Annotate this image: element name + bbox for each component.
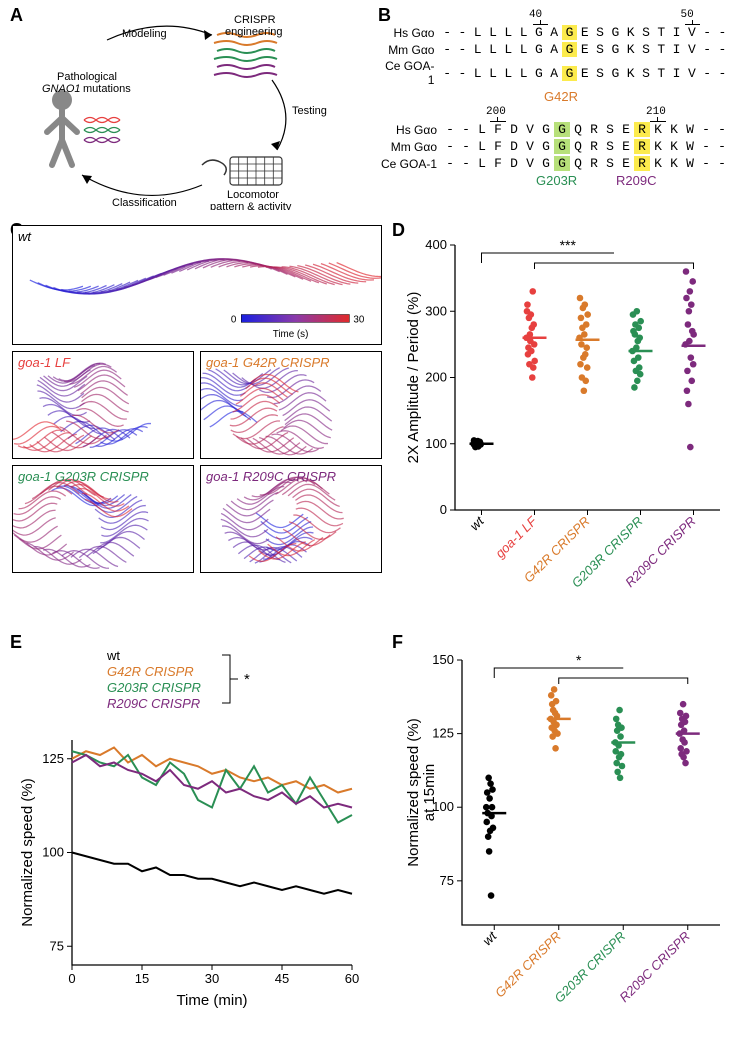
trace-wt: wt 0 30 Time (s) <box>12 225 382 345</box>
svg-text:60: 60 <box>345 971 359 986</box>
svg-text:GNAO1: GNAO1 <box>42 83 81 95</box>
svg-text:125: 125 <box>432 726 454 741</box>
svg-text:75: 75 <box>50 938 64 953</box>
svg-text:45: 45 <box>275 971 289 986</box>
panel-f-scatter: 75100125150Normalized speed (%)at 15minw… <box>400 640 730 1020</box>
svg-text:100: 100 <box>42 845 64 860</box>
svg-text:pattern & activity: pattern & activity <box>210 201 292 210</box>
svg-text:engineering: engineering <box>225 26 283 38</box>
svg-text:0: 0 <box>440 502 447 517</box>
svg-text:Time (s): Time (s) <box>273 329 309 340</box>
svg-text:30: 30 <box>353 314 364 325</box>
svg-text:125: 125 <box>42 751 64 766</box>
svg-text:0: 0 <box>68 971 75 986</box>
svg-text:300: 300 <box>425 303 447 318</box>
svg-text:mutations: mutations <box>83 83 131 95</box>
svg-text:15: 15 <box>135 971 149 986</box>
svg-text:wt: wt <box>480 928 501 949</box>
svg-text:Time (min): Time (min) <box>176 992 247 1009</box>
svg-text:30: 30 <box>205 971 219 986</box>
panel-d-scatter: 0 100 200 300 400 2X Amplitude / Period (%) wt… <box>400 225 730 605</box>
svg-text:Modeling: Modeling <box>122 28 167 40</box>
svg-text:Testing: Testing <box>292 105 327 117</box>
svg-text:Classification: Classification <box>112 197 177 209</box>
svg-text:*: * <box>576 652 582 668</box>
svg-text:Normalized speed (%): Normalized speed (%) <box>19 778 36 926</box>
svg-text:Pathological: Pathological <box>57 71 117 83</box>
svg-text:wt: wt <box>467 513 488 534</box>
svg-text:wt: wt <box>106 648 120 663</box>
svg-text:Locomotor: Locomotor <box>227 189 279 201</box>
txt-crispr1: CRISPR <box>234 14 276 26</box>
svg-text:R209C CRISPR: R209C CRISPR <box>616 929 693 1006</box>
panel-b-alignment: 4050Hs Gαo--LLLLGAGESGKSTIV--Mm Gαo--LLL… <box>380 10 730 210</box>
svg-text:G42R CRISPR: G42R CRISPR <box>492 929 564 1001</box>
svg-text:R209C CRISPR: R209C CRISPR <box>107 696 200 711</box>
svg-text:0: 0 <box>231 314 237 325</box>
svg-text:*: * <box>244 671 250 688</box>
svg-text:200: 200 <box>425 370 447 385</box>
svg-text:100: 100 <box>425 436 447 451</box>
panel-a-schematic: CRISPR engineering Modeling Testing Clas… <box>12 10 357 210</box>
svg-text:400: 400 <box>425 237 447 252</box>
svg-text:75: 75 <box>440 873 454 888</box>
svg-text:2X Amplitude / Period (%): 2X Amplitude / Period (%) <box>405 292 422 464</box>
svg-text:G42R CRISPR: G42R CRISPR <box>107 664 194 679</box>
svg-text:150: 150 <box>432 652 454 667</box>
svg-text:G203R CRISPR: G203R CRISPR <box>107 680 201 695</box>
svg-text:***: *** <box>560 237 577 253</box>
panel-c-traces: wt 0 30 Time (s) goa-1 LFgoa-1 G42R CRIS… <box>12 225 382 575</box>
svg-text:goa-1 LF: goa-1 LF <box>492 513 540 561</box>
panel-e-lines: wtG42R CRISPRG203R CRISPRR209C CRISPR * 75… <box>12 640 367 1020</box>
